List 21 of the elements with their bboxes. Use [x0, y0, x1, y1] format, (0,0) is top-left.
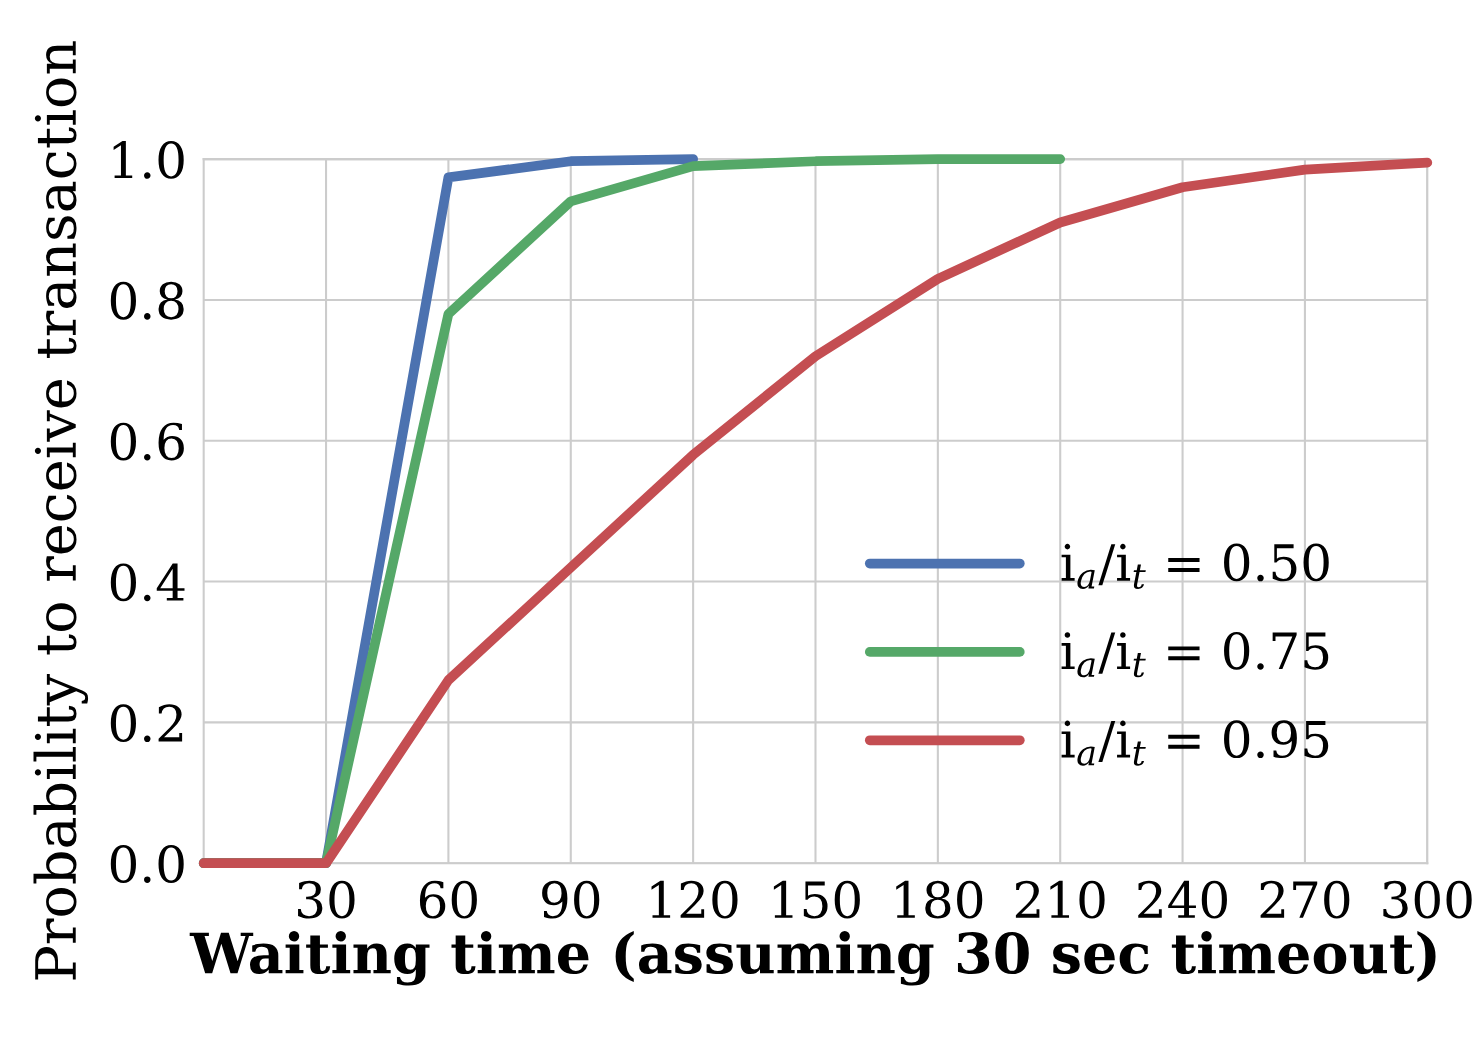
y-axis-title: Probability to receive transaction [33, 41, 89, 980]
x-tick-label: 180 [896, 880, 983, 919]
x-tick-label: 30 [298, 880, 355, 919]
x-tick-label: 270 [1260, 880, 1350, 919]
y-tick-label: 0.0 [110, 845, 184, 883]
legend-label: i$_{a}$/i$_{t}$ = 0.75 [1061, 631, 1329, 678]
y-tick-label: 0.6 [110, 422, 184, 461]
y-tick-label: 1.0 [113, 141, 184, 179]
y-tick-label: 0.8 [110, 281, 184, 320]
legend-label: i$_{a}$/i$_{t}$ = 0.50 [1061, 543, 1329, 589]
x-tick-label: 210 [1015, 880, 1105, 919]
x-axis-title: Waiting time (assuming 30 sec timeout) [189, 931, 1436, 986]
x-tick-label: 300 [1383, 880, 1472, 919]
y-tick-label: 0.2 [110, 704, 183, 743]
x-tick-label: 60 [419, 880, 477, 919]
x-tick-label: 240 [1138, 880, 1227, 919]
legend-label: i$_{a}$/i$_{t}$ = 0.95 [1061, 720, 1329, 766]
x-tick-label: 150 [773, 880, 860, 919]
y-tick-label: 0.4 [110, 563, 185, 602]
x-tick-label: 120 [651, 880, 738, 919]
x-tick-label: 90 [542, 880, 600, 919]
